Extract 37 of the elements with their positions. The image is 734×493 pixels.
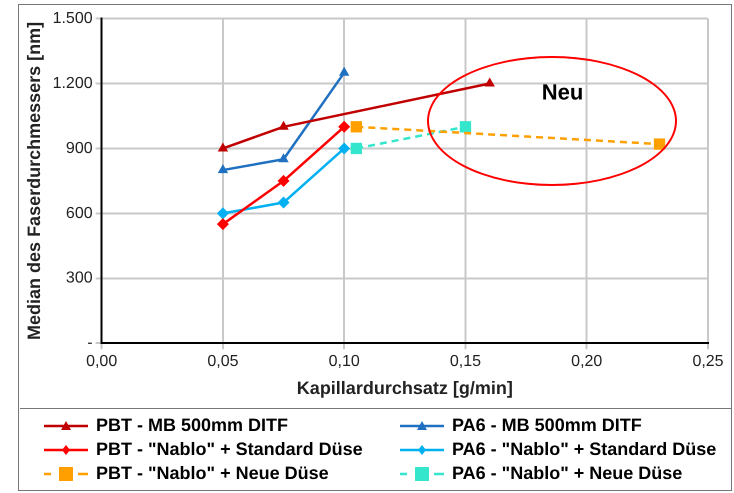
x-tick-label: 0,25 xyxy=(692,353,724,370)
point xyxy=(350,142,362,154)
y-tick-label: - xyxy=(87,334,93,352)
legend-label: PBT - MB 500mm DITF xyxy=(96,415,288,436)
x-tick-label: 0,05 xyxy=(207,353,239,370)
y-tick-label: 1.200 xyxy=(52,74,93,92)
x-tick-label: 0,10 xyxy=(328,353,360,370)
point xyxy=(216,218,229,230)
point xyxy=(654,138,666,150)
point xyxy=(338,120,350,133)
point xyxy=(338,142,350,154)
annotation: Neu xyxy=(542,79,584,104)
y-tick-label: 300 xyxy=(66,270,93,287)
x-axis-title: Kapillardurchsatz [g/min] xyxy=(296,378,513,398)
point xyxy=(278,196,290,209)
y-tick-label: 1.500 xyxy=(52,10,93,28)
x-tick-label: 0,15 xyxy=(450,353,482,370)
point xyxy=(350,121,362,132)
x-tick-label: 0,00 xyxy=(86,353,118,370)
point xyxy=(278,174,290,187)
legend-label: PA6 - "Nablo" + Standard Düse xyxy=(452,439,716,460)
x-tick-label: 0,20 xyxy=(571,353,602,370)
legend-label: PA6 - MB 500mm DITF xyxy=(452,415,642,436)
point xyxy=(216,207,229,220)
point xyxy=(218,164,228,174)
y-tick-label: 900 xyxy=(66,140,93,157)
point xyxy=(338,66,350,76)
point xyxy=(460,121,472,132)
legend-label: PA6 - "Nablo" + Neue Düse xyxy=(452,463,682,484)
legend-label: PBT - "Nablo" + Standard Düse xyxy=(96,439,363,460)
point xyxy=(278,120,289,130)
point xyxy=(278,153,289,162)
point xyxy=(218,142,228,152)
legend-label: PBT - "Nablo" + Neue Düse xyxy=(96,463,329,484)
point xyxy=(484,78,495,87)
y-axis-title: Median des Faserdurchmessers [nm] xyxy=(24,22,44,340)
y-tick-label: 600 xyxy=(66,204,93,222)
